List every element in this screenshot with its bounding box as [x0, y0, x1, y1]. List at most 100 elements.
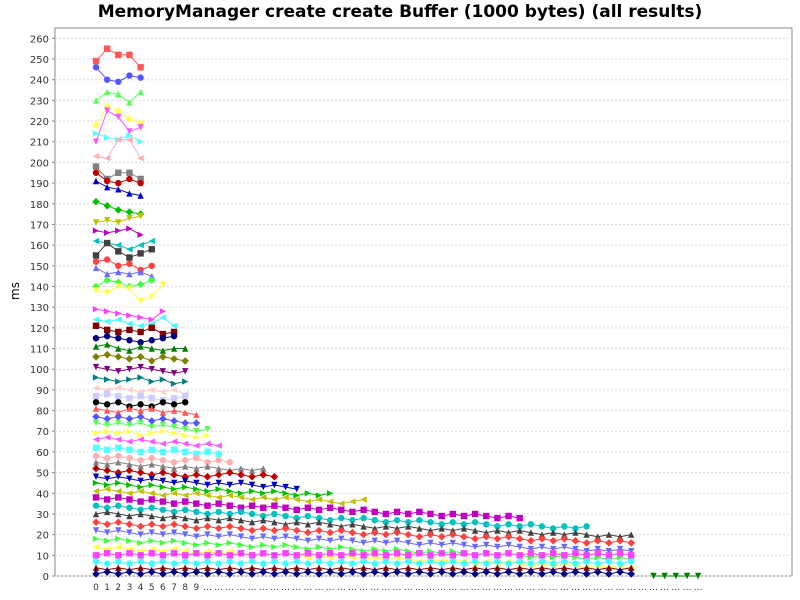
- data-point: [405, 558, 412, 565]
- data-point: [103, 568, 111, 576]
- data-point: [248, 543, 256, 551]
- data-point: [605, 564, 613, 571]
- data-point: [326, 504, 334, 511]
- data-point: [427, 539, 434, 547]
- data-point: [237, 550, 245, 557]
- data-point: [237, 490, 245, 497]
- x-tick-label: …: [526, 583, 535, 593]
- data-point: [360, 514, 367, 522]
- data-point: [193, 485, 200, 493]
- data-point: [271, 488, 278, 495]
- y-tick-label: 260: [30, 34, 49, 45]
- data-point: [103, 454, 111, 462]
- data-point: [115, 430, 122, 437]
- data-point: [126, 260, 133, 267]
- data-point: [182, 440, 189, 447]
- data-point: [382, 558, 390, 565]
- data-point: [126, 490, 133, 497]
- data-point: [471, 519, 479, 526]
- data-point: [237, 517, 245, 524]
- data-point: [170, 520, 178, 529]
- data-point: [282, 504, 289, 511]
- data-point: [115, 345, 122, 352]
- data-point: [494, 543, 501, 551]
- data-point: [137, 552, 144, 559]
- data-point: [527, 521, 535, 528]
- data-point: [92, 306, 100, 313]
- data-point: [326, 490, 334, 497]
- data-point: [159, 399, 167, 406]
- data-point: [527, 529, 535, 536]
- data-point: [92, 535, 100, 542]
- y-tick-label: 150: [30, 262, 49, 273]
- data-point: [582, 539, 591, 547]
- data-point: [560, 570, 569, 578]
- data-point: [293, 514, 300, 522]
- data-point: [215, 450, 222, 458]
- data-point: [170, 370, 178, 377]
- y-tick-label: 220: [30, 117, 49, 128]
- data-point: [137, 88, 144, 96]
- data-point: [359, 530, 368, 539]
- data-point: [270, 526, 279, 535]
- data-point: [193, 442, 200, 449]
- data-point: [416, 550, 423, 557]
- x-tick-label: …: [326, 583, 335, 593]
- data-point: [103, 350, 111, 359]
- data-point: [505, 512, 512, 520]
- data-point: [115, 392, 122, 400]
- data-point: [159, 552, 167, 559]
- data-point: [104, 184, 111, 191]
- x-tick-label: 9: [193, 583, 199, 593]
- data-point: [137, 477, 144, 485]
- data-point: [92, 488, 100, 495]
- data-point: [115, 169, 122, 176]
- data-point: [504, 532, 513, 541]
- data-point: [170, 500, 178, 507]
- data-point: [282, 494, 289, 501]
- data-point: [182, 552, 189, 559]
- data-point: [182, 531, 189, 538]
- data-point: [405, 539, 412, 547]
- data-point: [226, 492, 233, 499]
- data-point: [182, 492, 189, 499]
- data-point: [137, 343, 144, 350]
- data-point: [460, 532, 468, 541]
- data-point: [259, 568, 268, 576]
- data-point: [92, 552, 100, 559]
- data-point: [170, 322, 178, 329]
- data-point: [170, 407, 178, 414]
- data-point: [359, 570, 368, 578]
- data-point: [170, 470, 178, 479]
- data-point: [471, 543, 479, 551]
- data-point: [104, 289, 111, 296]
- data-point: [226, 522, 234, 531]
- data-point: [282, 490, 289, 497]
- data-point: [103, 239, 111, 247]
- data-point: [326, 550, 334, 557]
- data-point: [115, 378, 122, 385]
- data-point: [126, 337, 133, 344]
- data-point: [92, 510, 100, 518]
- data-point: [204, 481, 211, 489]
- data-point: [137, 456, 144, 464]
- y-tick-label: 110: [30, 345, 49, 356]
- x-tick-label: …: [415, 583, 424, 593]
- data-point: [260, 517, 267, 524]
- data-point: [104, 407, 111, 414]
- data-point: [170, 332, 178, 340]
- data-point: [315, 496, 323, 503]
- data-point: [226, 514, 233, 522]
- data-point: [561, 564, 568, 571]
- data-point: [527, 568, 535, 576]
- data-point: [104, 318, 111, 325]
- y-tick-label: 140: [30, 282, 49, 293]
- data-point: [92, 227, 100, 234]
- data-point: [204, 510, 211, 518]
- data-point: [237, 568, 245, 576]
- data-point: [460, 525, 468, 532]
- x-tick-label: …: [359, 583, 368, 593]
- data-point: [293, 496, 300, 503]
- data-point: [237, 541, 245, 549]
- data-point: [382, 564, 390, 571]
